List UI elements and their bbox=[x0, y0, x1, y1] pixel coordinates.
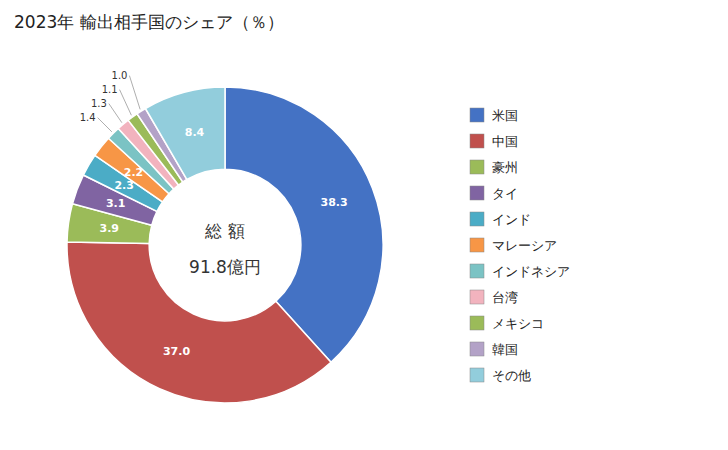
legend-label: メキシコ bbox=[492, 316, 544, 331]
chart: 2023年 輸出相手国のシェア（％） 38.3 37.0 3.9 3.1 2.32.2 1.… bbox=[0, 0, 728, 450]
legend-swatch bbox=[470, 290, 484, 304]
legend-label: 豪州 bbox=[492, 160, 518, 175]
data-label: 2.2 bbox=[124, 166, 144, 179]
data-label: 1.0 bbox=[112, 70, 128, 81]
data-label: 2.3 bbox=[114, 179, 134, 192]
legend-swatch bbox=[470, 368, 484, 382]
legend-label: 韓国 bbox=[492, 342, 518, 357]
title: 2023年 輸出相手国のシェア（％） bbox=[14, 12, 284, 32]
legend-label: 米国 bbox=[492, 108, 518, 123]
legend-swatch bbox=[470, 160, 484, 174]
legend-label: インドネシア bbox=[492, 264, 570, 279]
data-label: 1.4 bbox=[80, 112, 96, 123]
data-label: 8.4 bbox=[185, 126, 205, 139]
leader-line bbox=[109, 104, 122, 123]
legend-label: 中国 bbox=[492, 134, 518, 149]
leader-line bbox=[129, 76, 140, 110]
background bbox=[0, 0, 728, 450]
legend-label: その他 bbox=[492, 368, 531, 383]
data-label: 1.1 bbox=[102, 84, 118, 95]
legend-swatch bbox=[470, 212, 484, 226]
legend-label: タイ bbox=[492, 186, 518, 201]
data-label: 3.1 bbox=[106, 197, 126, 210]
legend: 米国中国豪州タイインドマレーシアインドネシア台湾メキシコ韓国その他 bbox=[470, 108, 570, 383]
legend-swatch bbox=[470, 186, 484, 200]
data-label: 38.3 bbox=[321, 196, 348, 209]
legend-swatch bbox=[470, 342, 484, 356]
legend-swatch bbox=[470, 134, 484, 148]
legend-label: インド bbox=[492, 212, 531, 227]
legend-swatch bbox=[470, 108, 484, 122]
center-label: 91.8億円 bbox=[189, 257, 261, 277]
data-label: 37.0 bbox=[163, 345, 190, 358]
data-label: 3.9 bbox=[99, 222, 119, 235]
legend-swatch bbox=[470, 264, 484, 278]
legend-label: マレーシア bbox=[492, 238, 557, 253]
slice bbox=[67, 242, 331, 403]
legend-swatch bbox=[470, 238, 484, 252]
center-label: 総 額 bbox=[204, 221, 244, 241]
data-label: 1.3 bbox=[91, 98, 107, 109]
slice bbox=[145, 87, 225, 179]
leader-line bbox=[120, 90, 132, 116]
legend-label: 台湾 bbox=[492, 290, 518, 305]
slices bbox=[67, 87, 383, 403]
legend-swatch bbox=[470, 316, 484, 330]
data-labels: 38.3 37.0 3.9 3.1 2.32.2 1.4 1.3 1.1 1.0 8.4 bbox=[80, 70, 348, 358]
leader-line bbox=[98, 118, 112, 132]
